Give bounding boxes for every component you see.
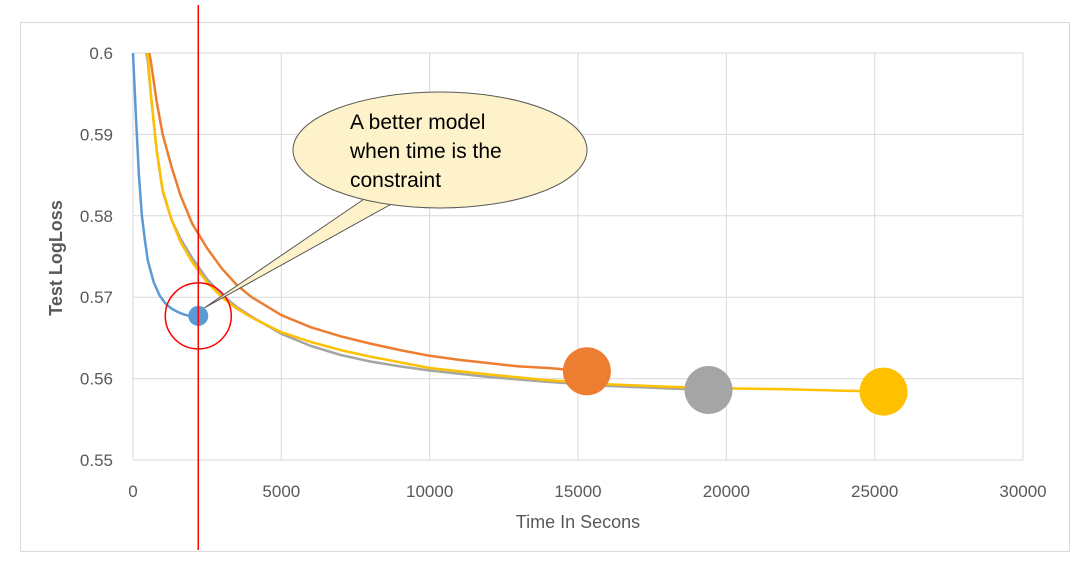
x-tick-label: 20000 xyxy=(703,482,750,501)
series-end-marker-2 xyxy=(684,365,733,414)
series-line-3 xyxy=(145,53,884,393)
annotations: A better model when time is the constraint xyxy=(164,5,588,550)
series-end-marker-1 xyxy=(562,347,611,396)
series-line-1 xyxy=(148,53,588,373)
series-line-0 xyxy=(131,53,199,318)
y-tick-label: 0.59 xyxy=(80,125,113,144)
x-tick-label: 30000 xyxy=(999,482,1046,501)
callout-seam xyxy=(370,191,395,201)
series-end-markers xyxy=(188,305,908,416)
y-tick-label: 0.57 xyxy=(80,288,113,307)
x-tick-label: 25000 xyxy=(851,482,898,501)
series-lines xyxy=(131,53,884,393)
x-tick-label: 5000 xyxy=(262,482,300,501)
callout-text-line: A better model xyxy=(350,111,485,134)
highlight-circle xyxy=(164,282,233,350)
x-tick-label: 15000 xyxy=(554,482,601,501)
y-axis-title: Test LogLoss xyxy=(46,200,66,316)
y-tick-label: 0.56 xyxy=(80,370,113,389)
y-tick-label: 0.6 xyxy=(89,44,113,63)
series-end-marker-3 xyxy=(859,367,908,416)
x-tick-label: 0 xyxy=(128,482,137,501)
y-tick-label: 0.58 xyxy=(80,207,113,226)
x-tick-label: 10000 xyxy=(406,482,453,501)
callout-bubble xyxy=(292,91,588,209)
callout-pointer xyxy=(203,194,397,309)
x-axis-title: Time In Secons xyxy=(516,512,640,532)
callout-text-line: constraint xyxy=(350,169,441,192)
callout-text-line: when time is the xyxy=(349,140,502,163)
tick-labels: 0.55 0.56 0.57 0.58 0.59 0.6 0 5000 10000 15000 20… xyxy=(80,44,1047,501)
y-tick-label: 0.55 xyxy=(80,451,113,470)
